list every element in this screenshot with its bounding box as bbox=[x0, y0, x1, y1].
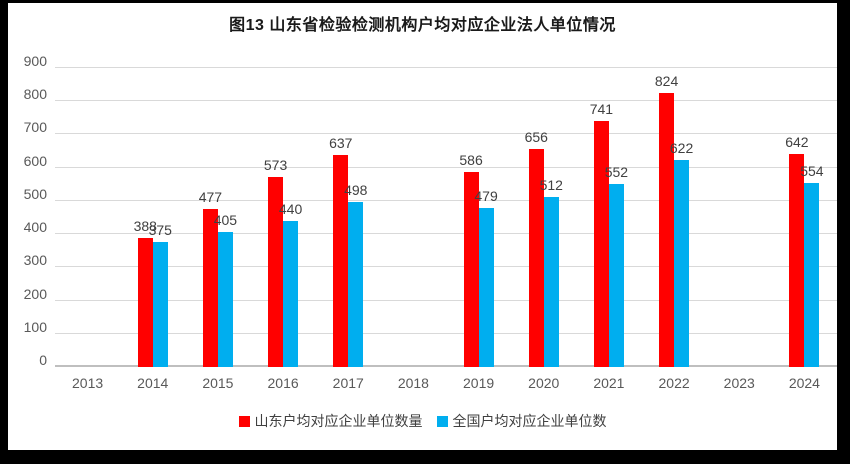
bar-series2-2020 bbox=[543, 196, 559, 367]
data-label: 554 bbox=[800, 162, 824, 179]
data-label: 642 bbox=[785, 133, 809, 150]
bar-series2-2015 bbox=[217, 232, 233, 367]
x-tick-label-2020: 2020 bbox=[528, 375, 560, 391]
bar-series1-2015 bbox=[202, 208, 218, 367]
bar-series1-2020 bbox=[528, 149, 544, 367]
bar-series2-2022 bbox=[674, 160, 690, 367]
data-label: 477 bbox=[198, 188, 223, 205]
gridline bbox=[55, 100, 837, 102]
y-tick-label: 600 bbox=[23, 152, 47, 169]
bar-series2-2019 bbox=[478, 207, 494, 367]
data-label: 440 bbox=[278, 200, 303, 217]
chart-title: 图13 山东省检验检测机构户均对应企业法人单位情况 bbox=[229, 17, 616, 34]
bar-series2-2014 bbox=[152, 242, 168, 367]
bar-series2-2021 bbox=[608, 183, 624, 367]
x-tick-label-2024: 2024 bbox=[788, 375, 820, 391]
data-label: 573 bbox=[263, 156, 288, 173]
gridline bbox=[55, 199, 837, 201]
legend-item-series2: 全国户均对应企业单位数 bbox=[436, 411, 607, 431]
legend-item-series1: 山东户均对应企业单位数量 bbox=[238, 411, 423, 431]
legend-swatch-icon bbox=[238, 415, 250, 427]
y-tick-label: 500 bbox=[23, 185, 47, 202]
bar-series2-2016 bbox=[283, 220, 299, 367]
bar-series1-2019 bbox=[463, 172, 479, 367]
data-label: 479 bbox=[474, 187, 498, 204]
data-label: 375 bbox=[148, 222, 172, 239]
plot-area: 0 100 200 300 400 500 600 700 800 900 388 375 477 405… bbox=[24, 53, 837, 368]
legend-swatch-icon bbox=[436, 415, 448, 427]
bar-series1-2017 bbox=[333, 155, 349, 367]
bar-series1-2024 bbox=[789, 153, 805, 367]
x-tick-label-2014: 2014 bbox=[137, 375, 169, 391]
data-label: 388 bbox=[133, 218, 157, 235]
x-tick-label-2021: 2021 bbox=[593, 375, 625, 391]
x-tick-label-2018: 2018 bbox=[397, 375, 429, 391]
data-label: 637 bbox=[329, 135, 353, 152]
x-tick-label-2019: 2019 bbox=[463, 375, 495, 391]
bar-series2-2017 bbox=[348, 201, 364, 367]
data-label: 622 bbox=[669, 140, 694, 157]
bar-series2-2024 bbox=[804, 182, 820, 367]
y-tick-label: 0 bbox=[39, 352, 47, 368]
bar-chart: 图13 山东省检验检测机构户均对应企业法人单位情况 0 100 200 300 400 5… bbox=[8, 3, 837, 450]
bar-series1-2014 bbox=[137, 238, 153, 367]
legend-label: 山东户均对应企业单位数量 bbox=[254, 413, 423, 429]
y-tick-label: 900 bbox=[23, 53, 47, 69]
y-tick-label: 700 bbox=[23, 119, 47, 136]
legend-label: 全国户均对应企业单位数 bbox=[452, 413, 607, 429]
bar-series1-2021 bbox=[593, 120, 609, 367]
bar-series1-2022 bbox=[659, 93, 675, 367]
x-axis-line bbox=[55, 365, 837, 367]
y-tick-label: 400 bbox=[23, 219, 47, 236]
gridline bbox=[55, 299, 837, 301]
gridline bbox=[55, 332, 837, 334]
x-tick-label-2013: 2013 bbox=[72, 375, 104, 391]
chart-legend: 山东户均对应企业单位数量 全国户均对应企业单位数 bbox=[8, 411, 837, 431]
x-tick-label-2022: 2022 bbox=[658, 375, 690, 391]
data-label: 405 bbox=[213, 212, 238, 229]
y-tick-label: 200 bbox=[23, 285, 47, 302]
data-label: 586 bbox=[459, 152, 483, 169]
x-tick-label-2016: 2016 bbox=[267, 375, 299, 391]
data-label: 498 bbox=[344, 181, 368, 198]
data-label: 824 bbox=[654, 73, 679, 90]
gridline bbox=[55, 166, 837, 168]
gridline bbox=[55, 133, 837, 135]
x-tick-label-2017: 2017 bbox=[332, 375, 364, 391]
data-label: 741 bbox=[589, 100, 614, 117]
gridline bbox=[55, 67, 837, 68]
data-label: 552 bbox=[604, 163, 629, 180]
data-label: 512 bbox=[539, 176, 563, 193]
y-tick-label: 800 bbox=[23, 86, 47, 103]
x-axis-labels: 2013 2014 2015 2016 2017 2018 2019 2020 2021 2022… bbox=[55, 375, 837, 395]
x-tick-label-2015: 2015 bbox=[202, 375, 234, 391]
gridline bbox=[55, 266, 837, 268]
bar-series1-2016 bbox=[268, 176, 284, 367]
gridline bbox=[55, 233, 837, 235]
y-tick-label: 100 bbox=[23, 318, 47, 335]
data-label: 656 bbox=[524, 129, 548, 146]
x-tick-label-2023: 2023 bbox=[723, 375, 755, 391]
y-tick-label: 300 bbox=[23, 252, 47, 269]
